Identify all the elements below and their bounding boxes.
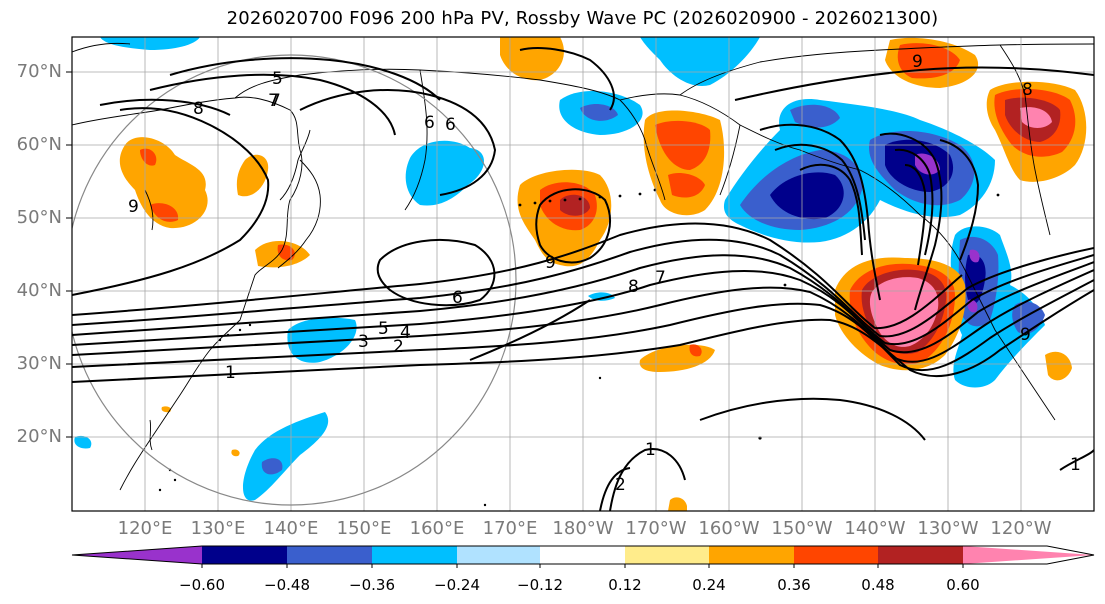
colorbar-segment — [540, 546, 625, 564]
map-ticks — [66, 71, 72, 438]
pv-contours — [72, 47, 1094, 511]
colorbar-segments — [71, 545, 1095, 565]
contour-label: 6 — [424, 113, 435, 133]
colorbar-segment — [287, 546, 372, 564]
lon-label: 130°W — [917, 518, 979, 539]
contour-label: 9 — [545, 253, 556, 273]
lat-label: 20°N — [16, 426, 62, 447]
colorbar-tick-label: 0.60 — [946, 576, 980, 594]
contour-label: 4 — [400, 323, 411, 343]
contour-label: 6 — [452, 288, 463, 308]
contour-labels: 1 2 3 4 5 6 7 8 9 6 8 7 9 9 9 1 2 1 6 5 … — [128, 52, 1081, 495]
lat-label: 70°N — [16, 61, 62, 82]
map-title: 2026020700 F096 200 hPa PV, Rossby Wave … — [226, 8, 939, 29]
contour-label: 9 — [128, 197, 139, 217]
lon-label: 170°E — [482, 518, 538, 539]
colorbar-tick-label: −0.36 — [349, 576, 395, 594]
contour-label: 5 — [272, 69, 283, 89]
colorbar-segment — [72, 546, 202, 564]
colorbar-segment — [457, 546, 540, 564]
lon-label: 120°E — [117, 518, 173, 539]
colorbar-tick-label: −0.24 — [434, 576, 480, 594]
colorbar-ticks — [201, 564, 964, 568]
lon-label: 170°W — [625, 518, 687, 539]
contour-label: 8 — [1022, 80, 1033, 100]
contour-label: 8 — [628, 277, 639, 297]
colorbar-segment — [878, 546, 963, 564]
contour-label: 3 — [358, 332, 369, 352]
colorbar-segment — [794, 546, 878, 564]
lon-label: 150°E — [336, 518, 392, 539]
lon-label: 120°W — [990, 518, 1052, 539]
lon-label: 130°E — [190, 518, 246, 539]
colorbar-segment — [372, 546, 457, 564]
contour-label: 9 — [1020, 325, 1031, 345]
colorbar — [71, 545, 1095, 568]
contour-label: 1 — [225, 363, 236, 383]
contour-label: 2 — [615, 475, 626, 495]
contour-label: 7 — [268, 91, 279, 111]
lat-label: 30°N — [16, 353, 62, 374]
reference-circle — [72, 54, 517, 506]
contour-label: 8 — [193, 99, 204, 119]
colorbar-segment — [709, 546, 794, 564]
colorbar-segment — [625, 546, 709, 564]
colorbar-tick-label: −0.12 — [517, 576, 563, 594]
colorbar-tick-label: −0.48 — [264, 576, 310, 594]
lon-label: 140°E — [263, 518, 319, 539]
coastlines — [72, 42, 1094, 491]
lon-label: 140°W — [844, 518, 906, 539]
colorbar-tick-label: 0.24 — [692, 576, 726, 594]
lon-label: 160°E — [409, 518, 465, 539]
colorbar-tick-label: 0.36 — [777, 576, 811, 594]
contour-label: 7 — [270, 91, 281, 111]
contour-label: 2 — [393, 337, 404, 357]
contour-label: 1 — [1070, 455, 1081, 475]
lon-label: 150°W — [771, 518, 833, 539]
colorbar-segment — [202, 546, 287, 564]
contour-label: 9 — [912, 52, 923, 72]
lon-label: 160°W — [698, 518, 760, 539]
contour-label: 6 — [445, 115, 456, 135]
lon-label: 180°W — [552, 518, 614, 539]
lat-label: 60°N — [16, 134, 62, 155]
lat-label: 50°N — [16, 207, 62, 228]
colorbar-segment — [963, 546, 1094, 564]
contour-label: 1 — [645, 440, 656, 460]
contour-label: 5 — [378, 319, 389, 339]
gridlines — [72, 37, 1094, 511]
map-frame — [71, 36, 1095, 512]
colorbar-tick-label: −0.60 — [179, 576, 225, 594]
colorbar-tick-label: 0.12 — [608, 576, 642, 594]
contour-label: 7 — [655, 268, 666, 288]
lat-label: 40°N — [16, 280, 62, 301]
colorbar-tick-label: 0.48 — [861, 576, 895, 594]
